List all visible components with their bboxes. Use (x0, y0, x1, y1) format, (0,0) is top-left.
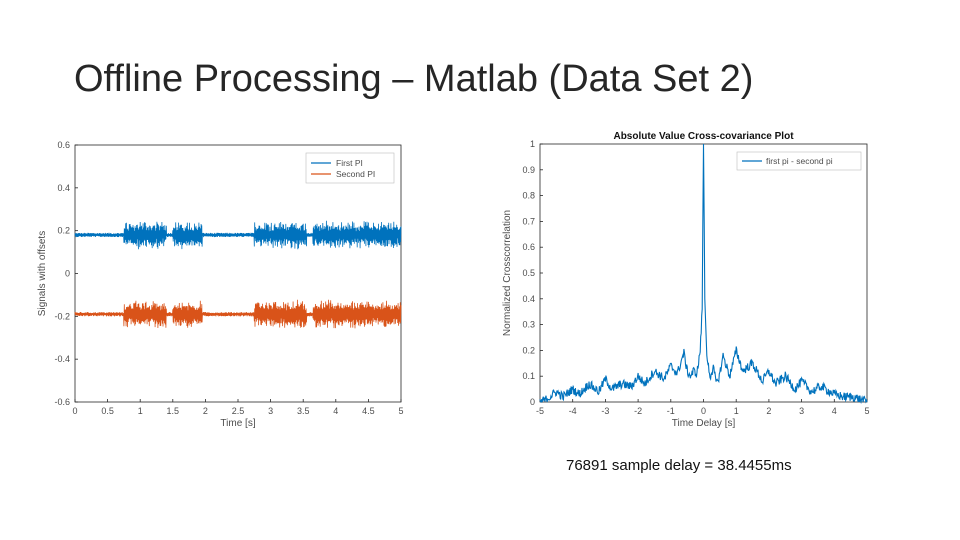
xcov-y-tick-label: 0.1 (522, 371, 535, 381)
signals-x-tick-label: 0 (72, 406, 77, 416)
xcov-x-tick-label: -1 (667, 406, 675, 416)
signals-x-tick-label: 3 (268, 406, 273, 416)
signals-legend-label: First PI (336, 158, 363, 168)
xcov-y-tick-label: 0.2 (522, 345, 535, 355)
xcov-legend-label: first pi - second pi (766, 156, 833, 166)
xcov-legend-box (736, 151, 862, 171)
xcov-x-tick-label: 2 (766, 406, 771, 416)
xcov-x-tick-label: -5 (536, 406, 544, 416)
signals-x-tick-label: 1.5 (167, 406, 180, 416)
signal-series-2 (74, 299, 402, 329)
delay-caption: 76891 sample delay = 38.4455ms (566, 457, 792, 474)
xcov-x-tick-label: 3 (799, 406, 804, 416)
signals-chart-svg: 0 0.5 1 1.5 2 2.5 3 3.5 4 4.5 5 -0.6 -0.4 -0.2 0 0.2 0.4… (37, 140, 404, 429)
signals-chart: 0 0.5 1 1.5 2 2.5 3 3.5 4 4.5 5 -0.6 -0.4 -0.2 0 0.2 0.4… (30, 130, 410, 445)
cross-covariance-chart: -5 -4 -3 -2 -1 0 1 2 3 4 5 0 0.1 0.2 0.3 0.4 0.5 0.6 0.7 0.… (496, 126, 886, 446)
xcov-y-tick-label: 0.9 (522, 165, 535, 175)
signals-legend-label: Second PI (336, 169, 375, 179)
xcov-x-tick-label: -3 (601, 406, 609, 416)
xcov-y-tick-label: 0.5 (522, 268, 535, 278)
xcov-y-tick-label: 0.3 (522, 320, 535, 330)
signals-y-tick-label: 0.4 (57, 183, 70, 193)
xcov-x-tick-label: -2 (634, 406, 642, 416)
xcov-x-label: Time Delay [s] (672, 418, 736, 429)
xcov-series (539, 143, 868, 405)
xcov-x-tick-label: -4 (569, 406, 577, 416)
signals-x-tick-label: 4 (333, 406, 338, 416)
signals-x-tick-label: 0.5 (101, 406, 114, 416)
signals-x-tick-label: 2.5 (232, 406, 245, 416)
xcov-y-tick-label: 1 (530, 139, 535, 149)
xcov-x-tick-label: 0 (701, 406, 706, 416)
signals-x-tick-label: 4.5 (362, 406, 375, 416)
xcov-x-tick-label: 1 (734, 406, 739, 416)
xcov-y-tick-label: 0 (530, 397, 535, 407)
signals-y-tick-label: 0.2 (57, 226, 70, 236)
xcov-x-tick-label: 5 (864, 406, 869, 416)
signals-y-tick-label: 0 (65, 269, 70, 279)
signals-x-tick-label: 2 (203, 406, 208, 416)
signals-y-tick-label: -0.4 (54, 354, 70, 364)
signals-y-tick-label: -0.2 (54, 311, 70, 321)
signals-legend-box (305, 152, 395, 184)
signals-x-tick-label: 3.5 (297, 406, 310, 416)
xcov-title: Absolute Value Cross-covariance Plot (613, 131, 794, 142)
signals-y-label: Signals with offsets (37, 231, 48, 316)
xcov-y-tick-label: 0.8 (522, 191, 535, 201)
cross-covariance-chart-svg: -5 -4 -3 -2 -1 0 1 2 3 4 5 0 0.1 0.2 0.3 0.4 0.5 0.6 0.7 0.… (502, 131, 870, 429)
signals-x-label: Time [s] (220, 418, 255, 429)
xcov-y-tick-label: 0.6 (522, 242, 535, 252)
slide-title: Offline Processing – Matlab (Data Set 2) (74, 58, 754, 100)
xcov-y-label: Normalized Crosscorrelation (502, 210, 513, 336)
xcov-x-tick-label: 4 (832, 406, 837, 416)
signals-y-tick-label: -0.6 (54, 397, 70, 407)
xcov-y-tick-label: 0.4 (522, 294, 535, 304)
signal-series-1 (74, 220, 402, 250)
signals-axes-box (74, 144, 402, 403)
xcov-y-tick-label: 0.7 (522, 216, 535, 226)
signals-x-tick-label: 5 (398, 406, 403, 416)
signals-y-tick-label: 0.6 (57, 140, 70, 150)
signals-x-tick-label: 1 (138, 406, 143, 416)
